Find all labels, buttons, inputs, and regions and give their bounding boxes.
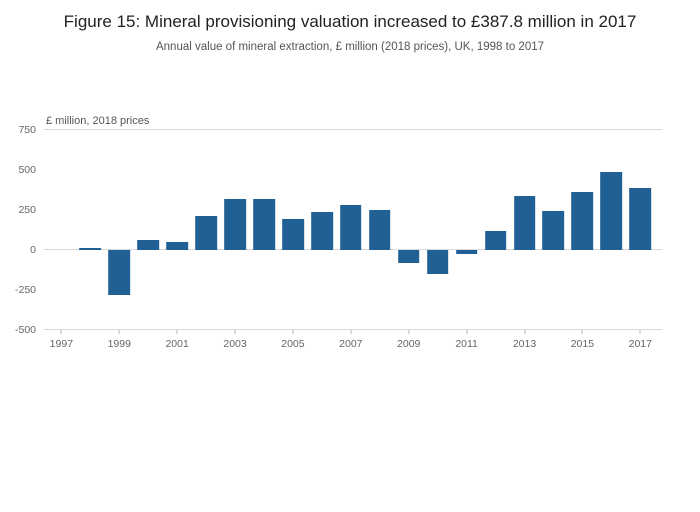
- bar-2006: [311, 212, 333, 250]
- y-axis-unit-label: £ million, 2018 prices: [46, 114, 150, 127]
- bar-2010: [426, 249, 449, 274]
- bar-2012: [484, 230, 507, 250]
- figure-title: Figure 15: Mineral provisioning valuatio…: [63, 12, 637, 31]
- bar-2007: [340, 204, 362, 250]
- chart-figure: Figure 15: Mineral provisioning valuatio…: [0, 10, 700, 365]
- gridline: [44, 129, 662, 131]
- plot-area: [44, 129, 662, 334]
- chart-region: £ million, 2018 prices 750 500 250 0 -250 -50…: [0, 115, 700, 365]
- bar-2003: [224, 198, 246, 250]
- y-tick-label: -500: [14, 323, 36, 336]
- y-axis: 750 500 250 0 -250 -500: [0, 124, 40, 336]
- x-tick-mark: [60, 329, 62, 334]
- x-tick-label: 2009: [397, 337, 421, 350]
- y-tick-label: -250: [14, 283, 36, 296]
- y-tick-label: 500: [18, 163, 36, 176]
- bar-1999: [108, 249, 131, 295]
- x-tick-mark: [234, 329, 236, 334]
- bar-2000: [137, 240, 160, 250]
- bar-2014: [542, 210, 565, 250]
- x-tick-label: 1997: [49, 337, 74, 350]
- bar-1998: [79, 248, 102, 250]
- x-tick-label: 2005: [281, 337, 305, 350]
- x-tick-mark: [466, 329, 468, 334]
- gridline: [44, 329, 662, 331]
- x-axis: 1997 1999 2001 2003 2005 2007 2009 2011 2013 2015…: [44, 338, 662, 352]
- bar-2011: [455, 249, 478, 254]
- x-tick-mark: [350, 329, 352, 334]
- figure-subtitle: Annual value of mineral extraction, £ mi…: [155, 40, 545, 53]
- x-tick-mark: [639, 329, 641, 334]
- bar-2013: [513, 196, 536, 250]
- bar-2008: [368, 209, 391, 250]
- x-tick-mark: [176, 329, 178, 334]
- x-tick-mark: [524, 329, 525, 334]
- bar-2001: [166, 241, 188, 250]
- x-tick-label: 2013: [512, 337, 537, 350]
- x-tick-mark: [408, 329, 410, 334]
- zero-gridline: [44, 249, 662, 251]
- x-tick-label: 2003: [223, 337, 247, 350]
- x-tick-label: 1999: [107, 337, 131, 350]
- bar-2002: [195, 216, 217, 250]
- x-tick-label: 2001: [165, 337, 189, 350]
- x-tick-mark: [118, 329, 120, 334]
- bar-2015: [571, 192, 594, 250]
- bar-2017: [629, 187, 652, 250]
- x-tick-label: 2015: [570, 337, 595, 350]
- bar-2004: [253, 198, 275, 250]
- x-tick-label: 2007: [339, 337, 363, 350]
- y-tick-label: 750: [18, 123, 36, 136]
- bar-2009: [397, 249, 420, 263]
- x-tick-label: 2011: [455, 337, 478, 350]
- bar-2016: [600, 172, 623, 250]
- bar-2005: [282, 219, 304, 250]
- y-tick-label: 250: [18, 203, 36, 216]
- x-tick-mark: [292, 329, 294, 334]
- x-tick-mark: [581, 329, 583, 334]
- y-tick-label: 0: [30, 243, 36, 256]
- x-tick-label: 2017: [628, 337, 652, 350]
